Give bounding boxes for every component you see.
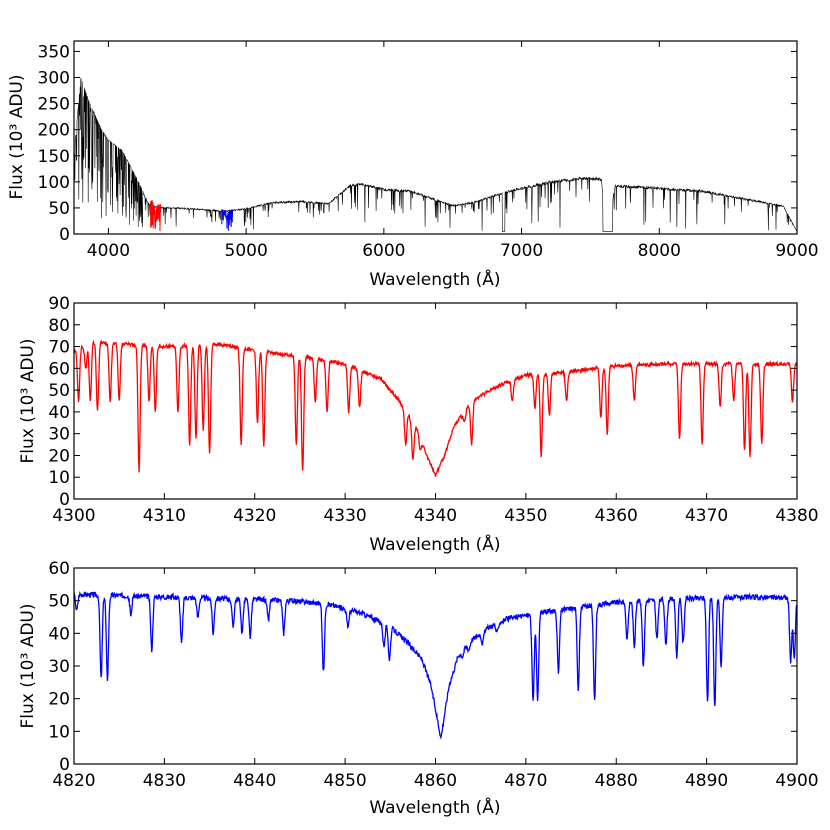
x-tick-label-hgamma-zoom: 4320 <box>233 506 276 526</box>
x-tick-label-hgamma-zoom: 4370 <box>685 506 728 526</box>
panel-full-spectrum: 4000 5000 6000 7000 8000 9000 0 50 100 150 200 250 3… <box>7 40 819 290</box>
series-highlight-hgamma <box>149 199 162 232</box>
x-tick-label-hbeta-zoom: 4860 <box>414 771 457 791</box>
y-tick-label-hgamma-zoom: 80 <box>48 316 70 336</box>
plot-area-hbeta-zoom <box>74 590 797 740</box>
y-tick-label-full-spectrum: 350 <box>38 42 70 62</box>
x-tick-label-full-spectrum: 8000 <box>638 241 681 261</box>
x-tick-label-full-spectrum: 9000 <box>775 241 818 261</box>
y-tick-label-hbeta-zoom: 0 <box>59 755 70 775</box>
x-tick-label-hbeta-zoom: 4900 <box>775 771 818 791</box>
y-tick-label-hgamma-zoom: 10 <box>48 468 70 488</box>
y-tick-label-hbeta-zoom: 60 <box>48 559 70 579</box>
x-tick-label-full-spectrum: 5000 <box>225 241 268 261</box>
y-tick-label-hbeta-zoom: 10 <box>48 722 70 742</box>
y-tick-label-hbeta-zoom: 30 <box>48 657 70 677</box>
y-tick-label-hgamma-zoom: 30 <box>48 425 70 445</box>
x-tick-label-hgamma-zoom: 4340 <box>414 506 457 526</box>
x-tick-label-hgamma-zoom: 4330 <box>323 506 366 526</box>
y-tick-label-full-spectrum: 200 <box>38 121 70 141</box>
x-tick-label-full-spectrum: 6000 <box>362 241 405 261</box>
x-tick-label-hgamma-zoom: 4380 <box>775 506 818 526</box>
x-tick-label-hbeta-zoom: 4870 <box>504 771 547 791</box>
y-tick-label-full-spectrum: 250 <box>38 95 70 115</box>
x-tick-label-hbeta-zoom: 4880 <box>595 771 638 791</box>
y-tick-label-hgamma-zoom: 40 <box>48 403 70 423</box>
plot-area-full-spectrum <box>74 77 797 232</box>
y-tick-label-hgamma-zoom: 60 <box>48 359 70 379</box>
ticks-full-spectrum: 4000 5000 6000 7000 8000 9000 0 50 100 150 200 250 3… <box>38 41 819 261</box>
y-tick-label-full-spectrum: 100 <box>38 173 70 193</box>
y-tick-label-hbeta-zoom: 50 <box>48 592 70 612</box>
y-axis-title-hgamma-zoom: Flux (10³ ADU) <box>18 338 38 463</box>
y-tick-label-hbeta-zoom: 20 <box>48 690 70 710</box>
x-tick-label-hbeta-zoom: 4830 <box>143 771 186 791</box>
series-line-full-spectrum <box>74 77 797 232</box>
axes-frame-full-spectrum <box>73 40 798 235</box>
x-tick-label-hbeta-zoom: 4820 <box>52 771 95 791</box>
x-tick-label-hgamma-zoom: 4360 <box>595 506 638 526</box>
series-line-hbeta-zoom <box>74 590 797 740</box>
x-tick-label-hbeta-zoom: 4890 <box>685 771 728 791</box>
x-tick-label-hbeta-zoom: 4850 <box>323 771 366 791</box>
x-tick-label-full-spectrum: 4000 <box>87 241 130 261</box>
y-tick-label-hbeta-zoom: 40 <box>48 624 70 644</box>
ticks-hgamma-zoom: 4300 4310 4320 4330 4340 4350 4360 4370 4380 0102… <box>48 294 818 526</box>
x-axis-title-hgamma-zoom: Wavelength (Å) <box>369 533 500 555</box>
x-tick-label-hbeta-zoom: 4840 <box>233 771 276 791</box>
y-tick-label-full-spectrum: 300 <box>38 69 70 89</box>
y-tick-label-full-spectrum: 0 <box>59 225 70 245</box>
x-tick-label-hgamma-zoom: 4310 <box>143 506 186 526</box>
y-axis-title-full-spectrum: Flux (10³ ADU) <box>7 74 27 199</box>
y-tick-label-hgamma-zoom: 50 <box>48 381 70 401</box>
x-tick-label-hgamma-zoom: 4350 <box>504 506 547 526</box>
y-tick-label-hgamma-zoom: 90 <box>48 294 70 314</box>
x-axis-title-full-spectrum: Wavelength (Å) <box>369 268 500 290</box>
panel-hbeta-zoom: 4820 4830 4840 4850 4860 4870 4880 4890 4900 0 10 2… <box>18 559 819 818</box>
plot-area-hgamma-zoom <box>74 339 797 477</box>
y-tick-label-hgamma-zoom: 70 <box>48 338 70 358</box>
panel-hgamma-zoom: 4300 4310 4320 4330 4340 4350 4360 4370 4380 0102… <box>18 294 819 555</box>
x-axis-title-hbeta-zoom: Wavelength (Å) <box>369 796 500 818</box>
ticks-hbeta-zoom: 4820 4830 4840 4850 4860 4870 4880 4890 4900 0 10 2… <box>48 559 818 791</box>
y-axis-title-hbeta-zoom: Flux (10³ ADU) <box>18 603 38 728</box>
x-tick-label-full-spectrum: 7000 <box>500 241 543 261</box>
series-line-hgamma-zoom <box>74 339 797 477</box>
x-tick-label-hgamma-zoom: 4300 <box>52 506 95 526</box>
axes-frame-hgamma-zoom <box>73 302 798 500</box>
y-tick-label-full-spectrum: 50 <box>48 199 70 219</box>
y-tick-label-full-spectrum: 150 <box>38 147 70 167</box>
series-highlight-hbeta <box>220 208 233 231</box>
y-tick-label-hgamma-zoom: 20 <box>48 446 70 466</box>
y-tick-label-hgamma-zoom: 0 <box>59 490 70 510</box>
